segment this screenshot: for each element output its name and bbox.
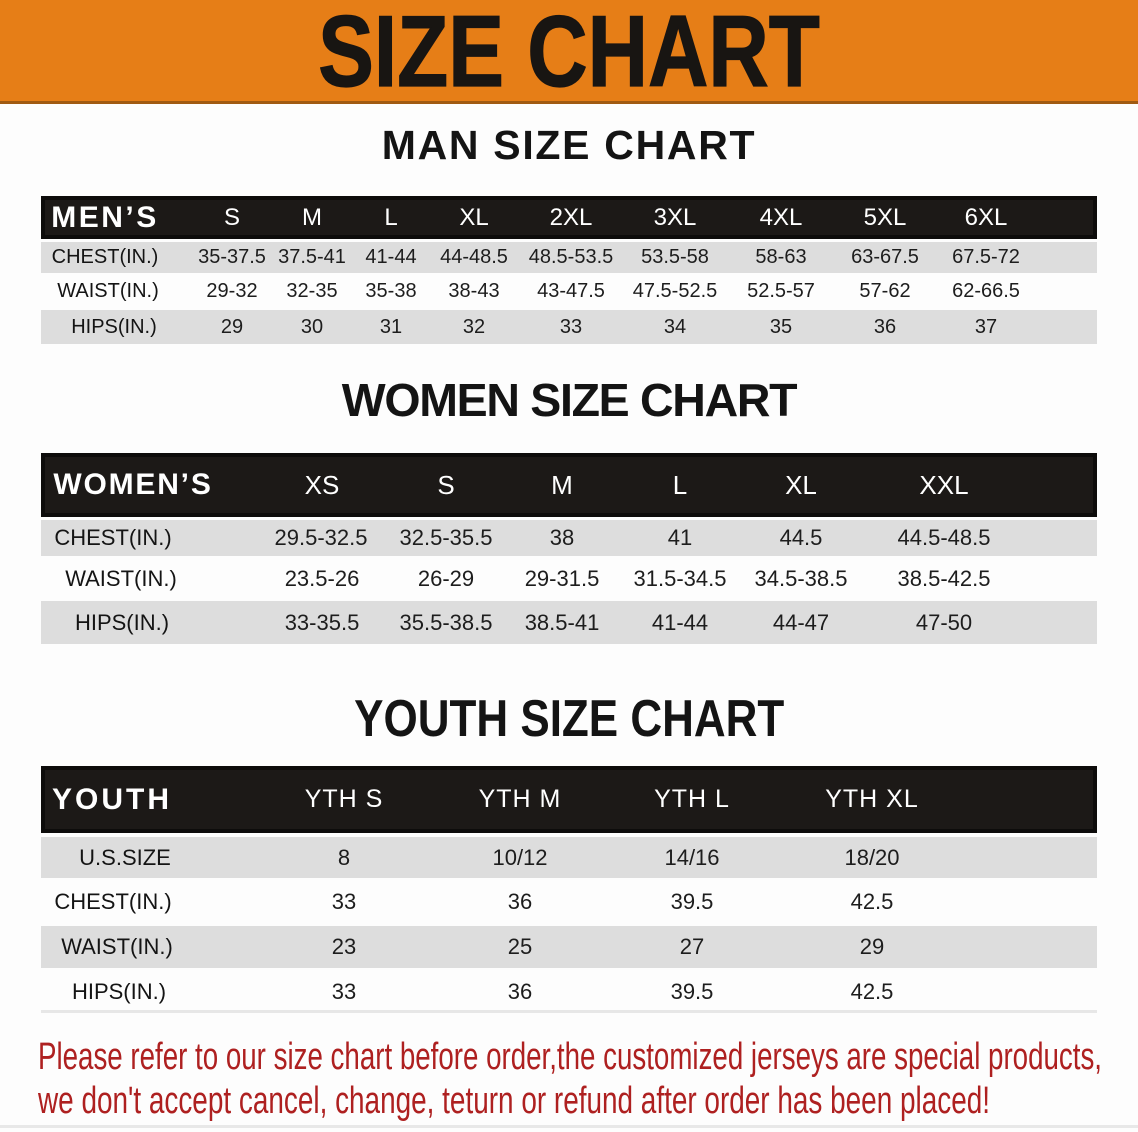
svg-text:Please refer to our size chart: Please refer to our size chart before or…	[38, 1036, 1102, 1078]
svg-text:we don't accept cancel, change: we don't accept cancel, change, teturn o…	[37, 1080, 990, 1122]
